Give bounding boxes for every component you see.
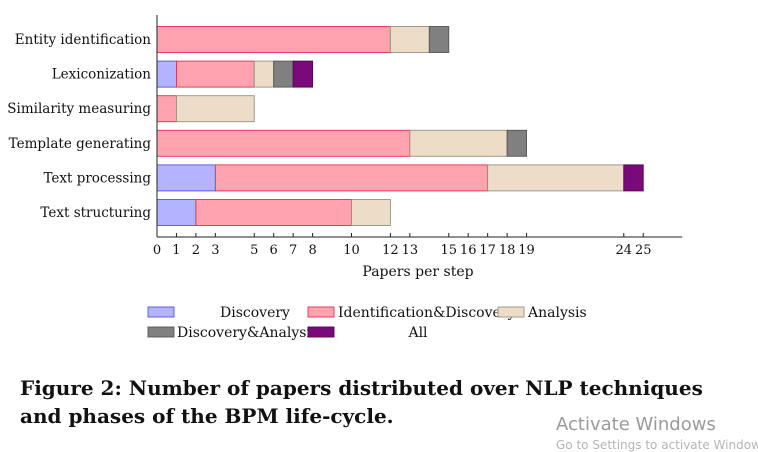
x-tick-label: 19 [518,243,535,258]
x-tick-label: 1 [172,243,180,258]
x-tick-label: 3 [211,243,219,258]
x-axis-label: Papers per step [362,264,473,280]
x-tick-label: 13 [402,243,419,258]
bar-segment-4-0 [156,164,216,192]
legend-swatch [307,326,335,338]
legend-label: All [407,325,428,341]
x-tick-label: 25 [635,243,652,258]
x-tick-label: 7 [289,243,297,258]
axes-group [156,15,683,238]
legend-swatch [147,326,175,338]
category-labels: Entity identification Lexiconization Simil… [7,32,151,221]
legend-swatch [147,306,175,318]
x-tick-label: 16 [460,243,477,258]
x-tick-label: 10 [343,243,360,258]
legend-label: Discovery&Analysis [177,325,318,341]
bar-segment-4-2 [487,164,625,192]
category-label: Entity identification [15,32,152,48]
x-tick-label: 8 [308,243,316,258]
bar-segment-2-1 [156,95,177,123]
bar-segment-5-2 [351,199,391,226]
bar-segment-0-3 [428,26,450,53]
x-tick-label: 2 [192,243,200,258]
legend-label: Discovery [220,305,290,321]
bar-segment-1-4 [292,60,314,88]
category-label: Text processing [43,170,151,186]
figure-caption: Figure 2: Number of papers distributed o… [20,376,703,428]
bar-segment-1-1 [175,60,255,88]
bar-segment-1-2 [253,60,275,88]
bar-segment-3-2 [409,129,508,157]
bar-segment-1-0 [156,60,177,88]
legend-swatch [497,306,525,318]
legend-swatch [307,306,335,318]
bar-segment-3-1 [156,129,411,157]
activation-watermark-subtitle: Go to Settings to activate Windows. [556,438,758,452]
x-tick-label: 5 [250,243,258,258]
bar-segment-4-1 [214,164,489,192]
bar-segment-5-0 [156,199,197,226]
x-tick-label: 12 [382,243,399,258]
x-tick-label: 15 [440,243,457,258]
x-tick-label: 17 [479,243,496,258]
legend-label: Identification&Discovery [338,305,515,321]
bar-segment-1-3 [273,60,294,88]
activation-watermark-title: Activate Windows [556,414,716,435]
category-label: Text structuring [40,205,151,221]
x-tick-label: 6 [270,243,278,258]
stacked-bar-chart: Entity identification Lexiconization Simil… [7,15,683,341]
legend-label: Analysis [527,305,587,321]
bar-segment-0-2 [389,26,430,53]
bars-group [156,26,644,226]
legend: Discovery Identification&Discovery Analysi… [147,305,587,341]
category-label: Lexiconization [52,67,152,83]
bar-segment-0-1 [156,26,391,53]
category-label: Template generating [9,136,152,152]
x-tick-label: 0 [153,243,161,258]
bar-segment-4-4 [623,164,644,192]
category-label: Similarity measuring [7,101,151,117]
bar-segment-3-3 [506,129,528,157]
x-tick-label: 24 [616,243,633,258]
x-tick-label: 18 [499,243,516,258]
x-tick-labels: 0 1 2 3 5 6 7 8 10 12 13 15 16 17 18 19 24 25 [153,243,652,258]
bar-segment-2-2 [175,95,255,123]
bar-segment-5-1 [195,199,352,226]
